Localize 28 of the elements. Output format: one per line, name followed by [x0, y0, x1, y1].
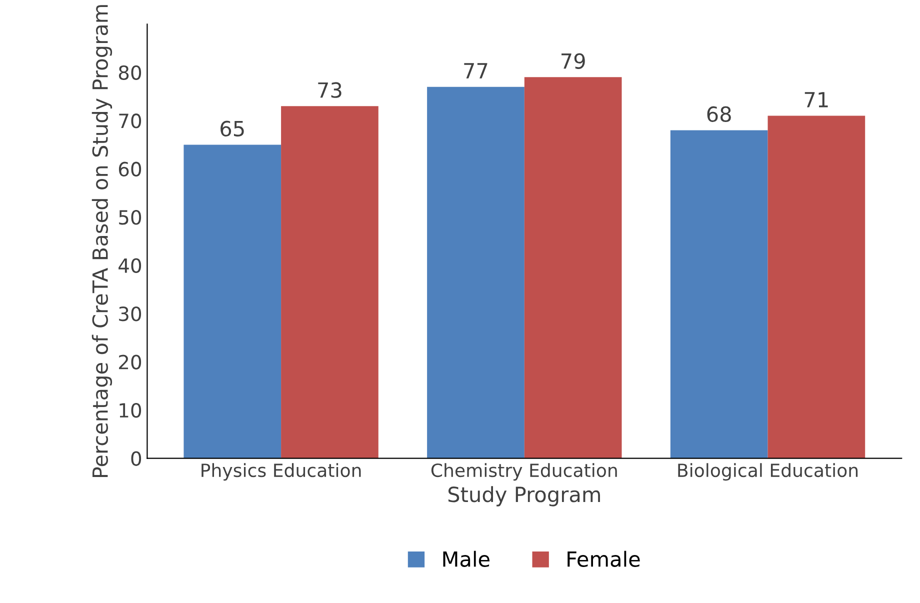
bar: [524, 77, 622, 458]
y-tick-label: 0: [131, 451, 142, 466]
y-tick-label: 50: [119, 210, 142, 225]
bar: [768, 116, 866, 458]
y-tick-label: 10: [120, 402, 142, 418]
bar: [670, 130, 768, 458]
x-axis-title: Study Program: [448, 486, 600, 506]
y-tick-label: 80: [118, 65, 142, 80]
data-label: 71: [804, 92, 828, 108]
bar: [184, 144, 282, 458]
legend-label: Male: [443, 550, 490, 567]
data-label: 68: [707, 106, 731, 122]
x-tick-label: Biological Education: [678, 463, 858, 481]
bar: [427, 86, 524, 458]
y-tick-label: 30: [119, 306, 142, 322]
y-axis-title: Percentage of CreTA Based on Study Program: [92, 5, 112, 478]
data-label: 77: [464, 63, 488, 78]
legend-label: Female: [568, 550, 640, 567]
x-tick-label: Physics Education: [202, 463, 361, 481]
y-tick-label: 20: [119, 354, 142, 370]
bar: [281, 106, 378, 458]
y-tick-label: 70: [119, 114, 142, 128]
data-label: 73: [318, 82, 342, 98]
y-tick-label: 60: [118, 162, 142, 177]
y-tick-label: 40: [118, 258, 142, 273]
data-label: 79: [562, 53, 585, 69]
x-tick-label: Chemistry Education: [431, 463, 617, 481]
data-label: 65: [220, 120, 244, 137]
